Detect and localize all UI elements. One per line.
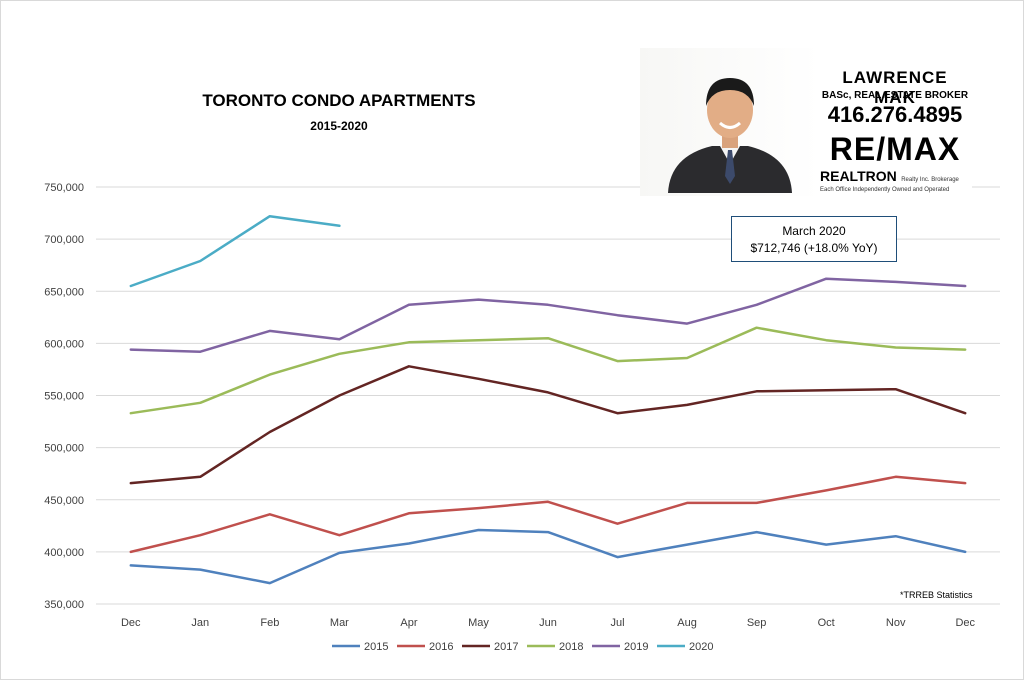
march-2020-callout: March 2020 $712,746 (+18.0% YoY) — [731, 216, 897, 262]
agent-phone: 416.276.4895 — [827, 102, 963, 127]
series-lines — [129, 214, 967, 585]
legend-label-2016: 2016 — [429, 641, 453, 653]
legend-label-2018: 2018 — [559, 641, 583, 653]
x-tick-label: Dec — [121, 617, 141, 629]
series-line-2016 — [129, 475, 967, 554]
x-tick-label: Oct — [818, 617, 835, 629]
agent-portrait-image — [668, 78, 792, 193]
series-line-2018 — [129, 326, 967, 415]
x-tick-label: Jan — [191, 617, 209, 629]
y-tick-label: 500,000 — [44, 443, 84, 455]
legend-label-2017: 2017 — [494, 641, 518, 653]
y-axis-ticks: 350,000 400,000 450,000 500,000 550,000 600,0… — [44, 182, 84, 611]
legend: 2015 2016 2017 2018 2019 2020 — [332, 641, 713, 653]
agent-card: LAWRENCE MAK BASc, REAL ESTATE BROKER 41… — [640, 48, 972, 196]
x-tick-label: Apr — [400, 617, 417, 629]
x-tick-label: Sep — [747, 617, 767, 629]
agent-photo — [640, 48, 820, 196]
y-tick-label: 750,000 — [44, 182, 84, 194]
y-tick-label: 600,000 — [44, 338, 84, 350]
y-tick-label: 450,000 — [44, 495, 84, 507]
x-tick-label: Jun — [539, 617, 557, 629]
x-axis-ticks: Dec Jan Feb Mar Apr May Jun Jul Aug Sep Oct Nov Dec — [121, 617, 976, 629]
x-tick-label: Dec — [955, 617, 975, 629]
series-line-2019 — [129, 277, 967, 353]
chart-title: TORONTO CONDO APARTMENTS — [202, 91, 475, 110]
x-tick-label: Nov — [886, 617, 906, 629]
legend-label-2020: 2020 — [689, 641, 713, 653]
y-tick-label: 650,000 — [44, 286, 84, 298]
office-note: Each Office Independently Owned and Oper… — [820, 187, 950, 193]
series-line-2015 — [129, 528, 967, 585]
legend-label-2019: 2019 — [624, 641, 648, 653]
y-tick-label: 550,000 — [44, 391, 84, 403]
x-tick-label: Feb — [260, 617, 279, 629]
callout-date: March 2020 — [782, 224, 846, 238]
y-tick-label: 700,000 — [44, 234, 84, 246]
remax-logo: RE/MAX — [829, 131, 961, 167]
x-tick-label: Jul — [611, 617, 625, 629]
series-line-2017 — [129, 365, 967, 485]
agent-name: LAWRENCE MAK — [842, 68, 948, 107]
callout-value: $712,746 (+18.0% YoY) — [750, 241, 878, 255]
chart-subtitle: 2015-2020 — [310, 119, 368, 133]
y-tick-label: 400,000 — [44, 547, 84, 559]
agent-credentials: BASc, REAL ESTATE BROKER — [821, 90, 969, 101]
y-tick-label: 350,000 — [44, 599, 84, 611]
source-note: *TRREB Statistics — [900, 590, 973, 600]
series-line-2020 — [129, 214, 341, 288]
x-tick-label: May — [468, 617, 489, 629]
legend-label-2015: 2015 — [364, 641, 388, 653]
x-tick-label: Mar — [330, 617, 349, 629]
brokerage-name: REALTRON — [820, 168, 897, 184]
brokerage-suffix: Realty Inc. Brokerage — [901, 177, 959, 183]
x-tick-label: Aug — [677, 617, 697, 629]
brokerage-line: REALTRON Realty Inc. Brokerage — [820, 168, 972, 186]
